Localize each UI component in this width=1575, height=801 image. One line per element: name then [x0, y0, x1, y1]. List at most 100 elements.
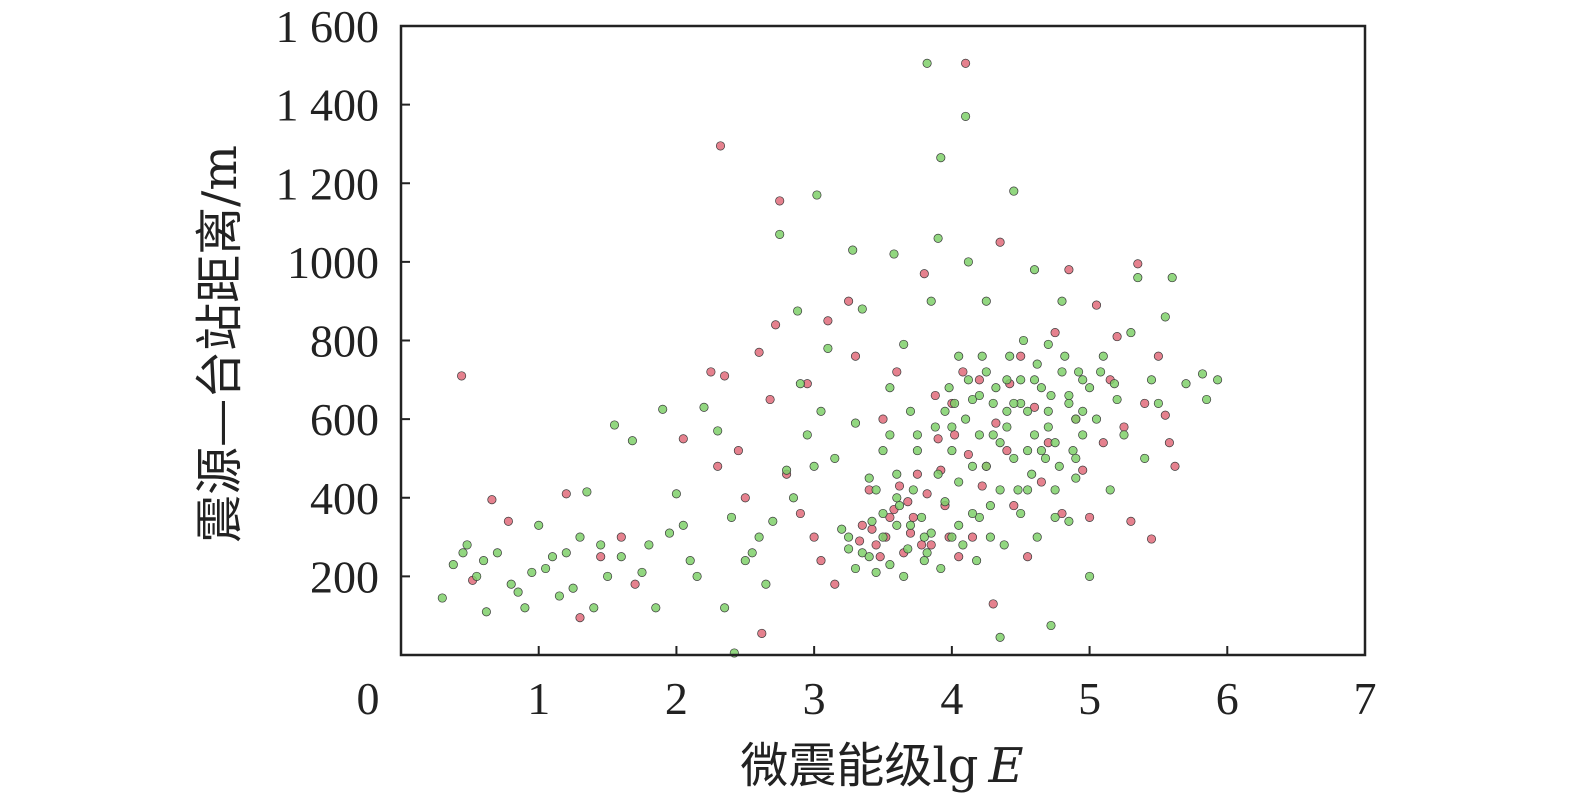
data-point	[1023, 485, 1033, 495]
data-point	[926, 296, 936, 306]
data-point	[775, 196, 785, 206]
data-point	[1005, 351, 1015, 361]
data-point	[1016, 351, 1026, 361]
data-point	[991, 418, 1001, 428]
data-point	[713, 461, 723, 471]
data-point	[1119, 422, 1129, 432]
data-point	[988, 398, 998, 408]
data-point	[720, 371, 730, 381]
data-point	[944, 383, 954, 393]
data-point	[816, 406, 826, 416]
data-point	[589, 603, 599, 613]
data-point	[715, 141, 726, 151]
data-point	[685, 556, 695, 566]
x-axis-title-text: 微震能级lg	[740, 738, 978, 794]
data-point	[977, 351, 987, 361]
data-point	[513, 587, 523, 597]
data-point	[954, 477, 964, 487]
data-point	[1078, 430, 1088, 440]
data-point	[1036, 477, 1046, 487]
data-point	[940, 497, 950, 507]
data-point	[871, 540, 881, 550]
data-point	[1146, 534, 1157, 544]
data-point	[950, 430, 960, 440]
data-point	[1009, 501, 1019, 511]
data-point	[961, 414, 971, 424]
data-point	[596, 540, 606, 550]
data-point	[991, 383, 1001, 393]
data-point	[1032, 532, 1042, 542]
data-point	[908, 512, 918, 522]
data-point	[1009, 398, 1019, 408]
data-point	[775, 229, 785, 239]
data-point	[999, 540, 1009, 550]
data-point	[492, 548, 502, 558]
data-point	[637, 567, 647, 577]
data-point	[1013, 485, 1023, 495]
data-point	[1197, 369, 1208, 379]
data-point	[1202, 394, 1212, 405]
data-point	[1133, 259, 1143, 269]
data-point	[995, 438, 1005, 448]
data-point	[977, 481, 987, 491]
data-point	[885, 560, 895, 570]
data-point	[754, 347, 764, 357]
data-point	[1016, 508, 1026, 519]
data-point	[903, 544, 913, 554]
data-point	[1085, 383, 1095, 393]
data-point	[905, 528, 916, 538]
data-point	[878, 414, 888, 424]
data-point	[1091, 414, 1102, 424]
data-point	[933, 469, 943, 479]
data-point	[706, 367, 716, 377]
data-point	[1126, 516, 1136, 526]
data-point	[844, 296, 854, 306]
data-point	[1029, 402, 1040, 412]
data-point	[974, 375, 984, 385]
y-tick-label: 800	[310, 316, 379, 367]
data-point	[609, 420, 620, 430]
tick-labels-layer: 0 1 2 3 4 5 6 7 200 400 600 800 1000 1 200 1 400 1 600	[276, 1, 1377, 724]
data-point	[912, 430, 922, 440]
data-point	[850, 418, 861, 428]
data-point	[1036, 446, 1046, 456]
data-point	[974, 512, 984, 522]
x-axis-title-var: E	[988, 738, 1024, 794]
data-point	[875, 552, 885, 562]
data-point	[547, 552, 558, 562]
data-point	[1167, 273, 1177, 283]
data-point	[878, 532, 888, 542]
data-point	[967, 532, 978, 542]
data-point	[671, 489, 681, 499]
data-point	[627, 436, 637, 446]
data-point	[448, 560, 458, 570]
data-point	[740, 556, 750, 566]
data-point	[462, 540, 472, 550]
data-point	[771, 320, 781, 330]
data-point	[1078, 375, 1088, 385]
data-point	[568, 583, 578, 593]
data-point	[733, 446, 743, 456]
data-point	[795, 508, 805, 519]
data-point	[1085, 571, 1095, 581]
data-point	[988, 599, 998, 609]
data-point	[930, 390, 940, 401]
points-layer	[437, 58, 1223, 658]
data-point	[1009, 186, 1019, 196]
data-point	[692, 571, 702, 581]
data-point	[871, 567, 881, 577]
data-point	[919, 556, 929, 566]
data-point	[823, 343, 833, 353]
data-point	[950, 398, 960, 408]
data-point	[757, 628, 767, 638]
data-point	[985, 501, 995, 511]
data-point	[1153, 398, 1163, 408]
data-point	[912, 446, 922, 456]
data-point	[844, 532, 854, 542]
data-point	[837, 524, 847, 534]
data-point	[885, 512, 895, 522]
data-point	[940, 406, 950, 416]
data-point	[795, 379, 805, 389]
data-point	[974, 430, 984, 440]
data-point	[561, 489, 571, 499]
